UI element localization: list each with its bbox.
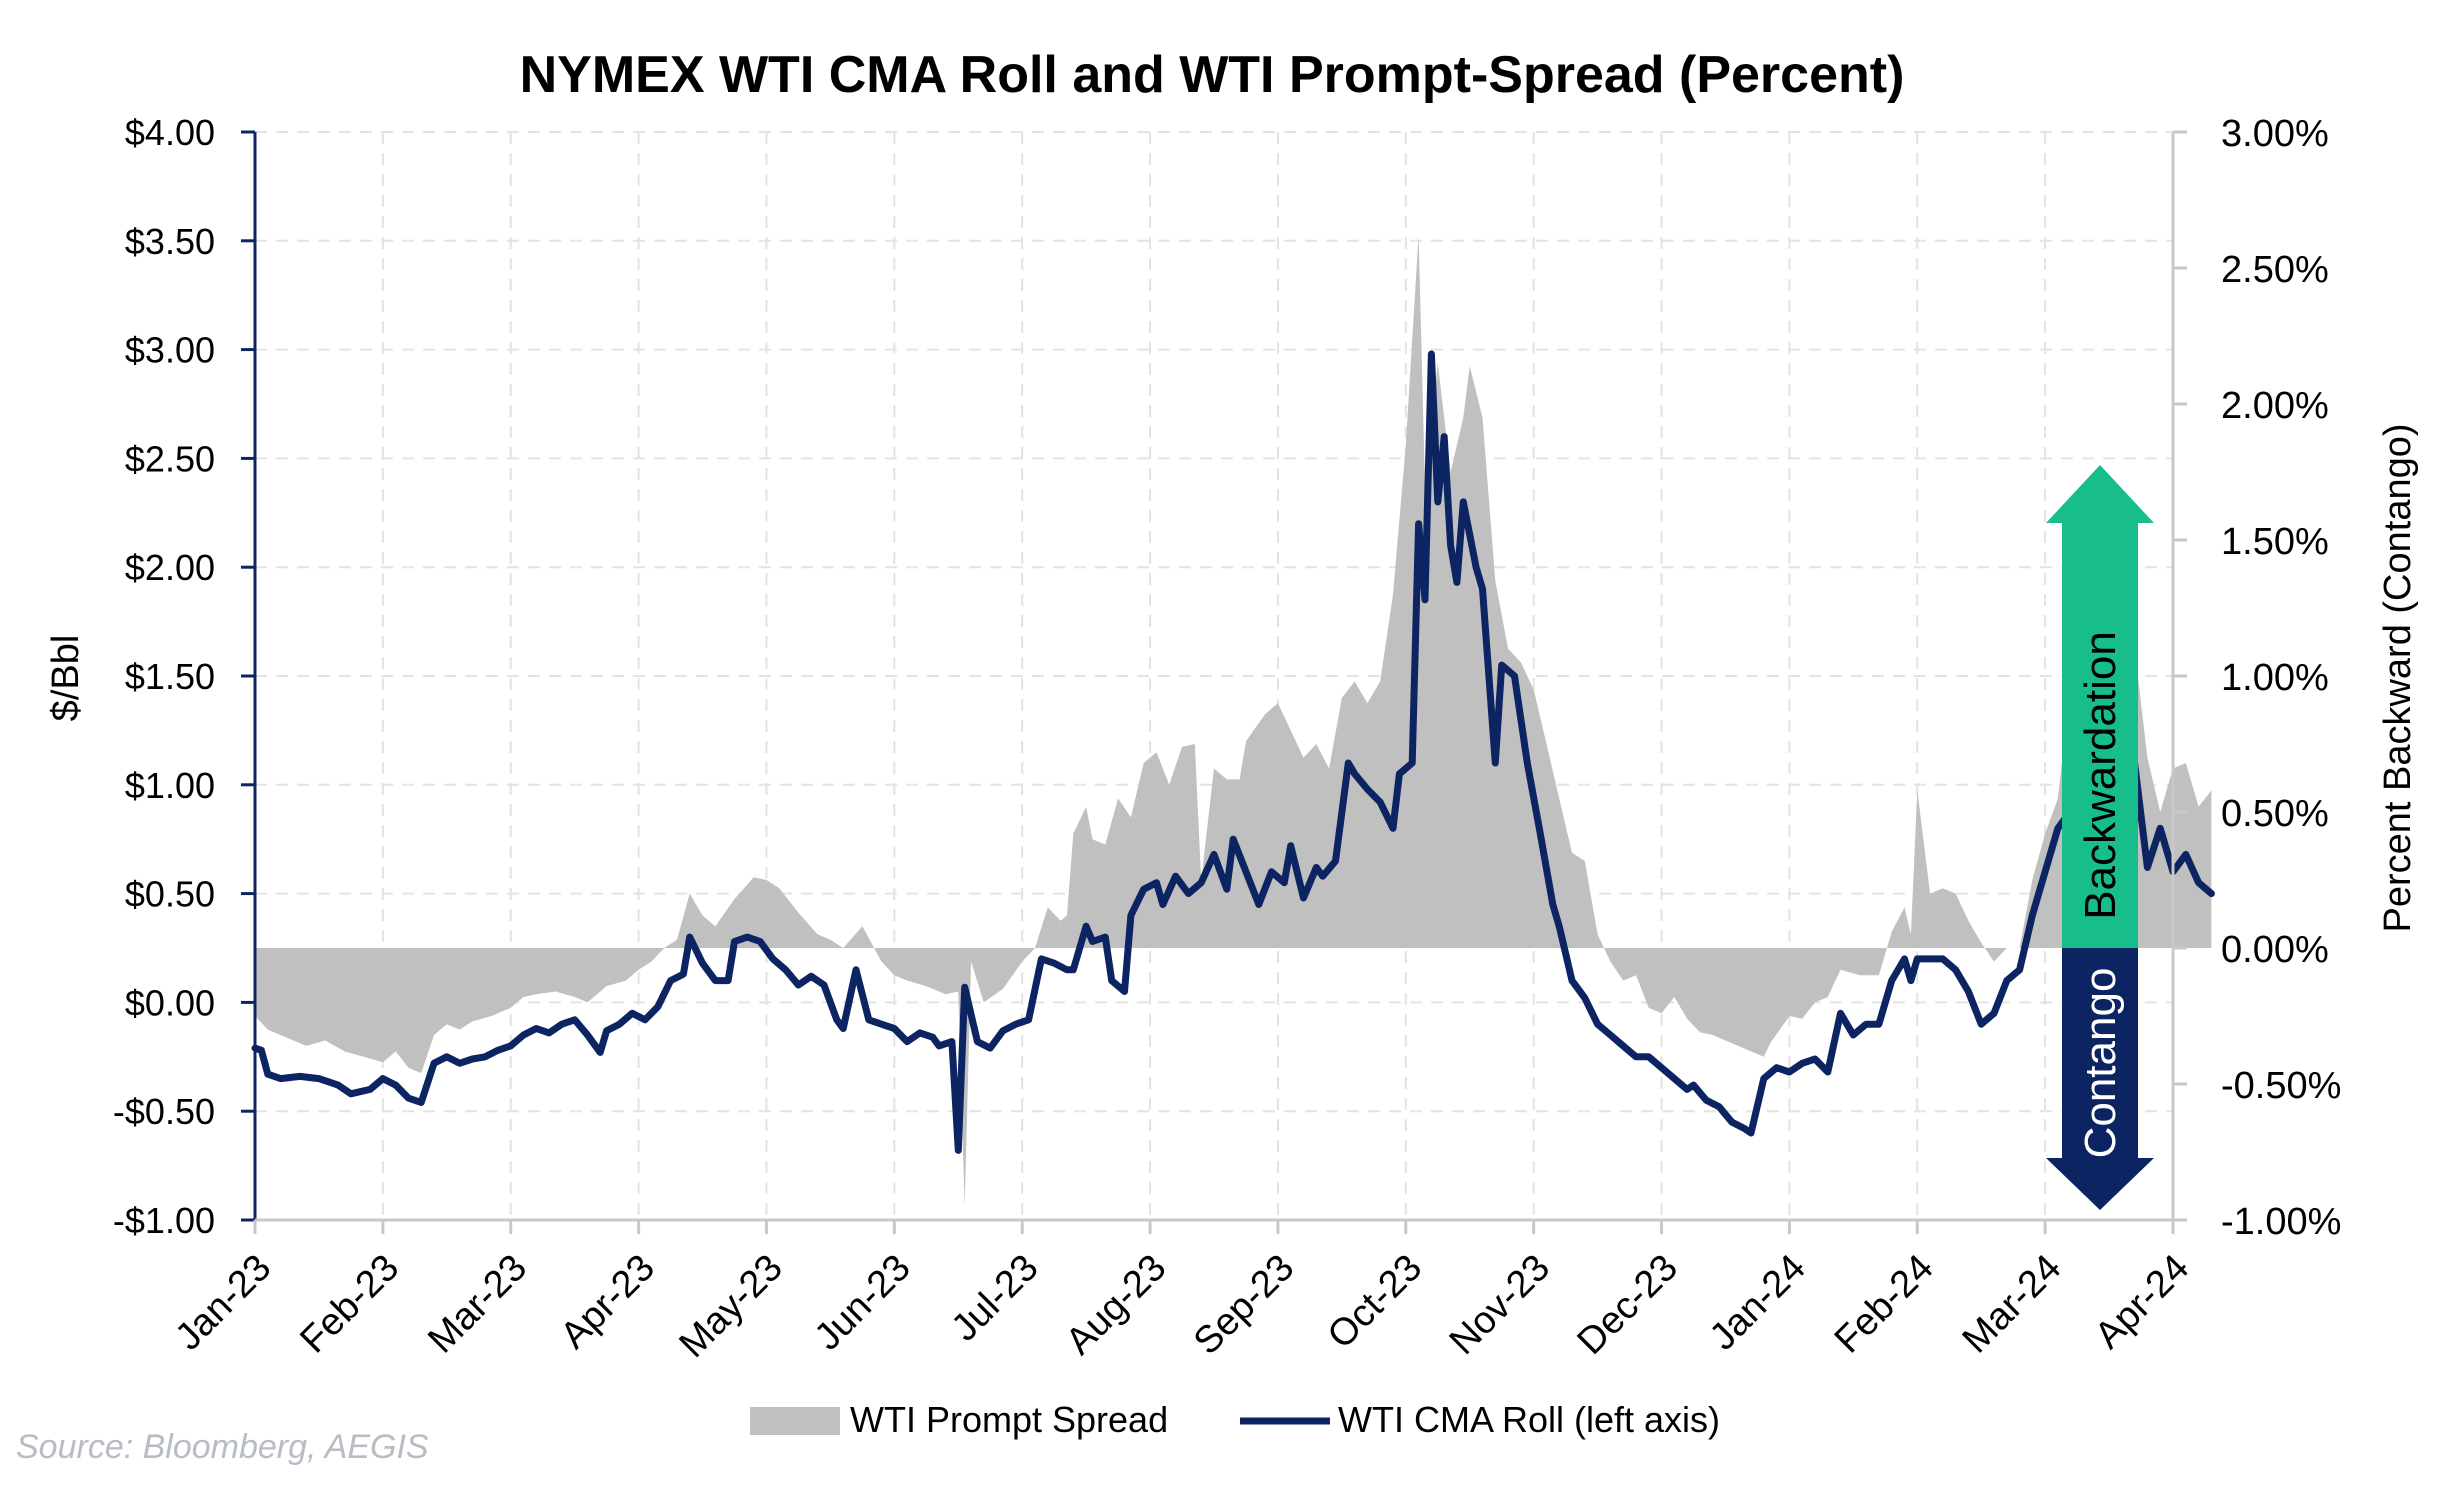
x-tick-label: Feb-23 — [292, 1247, 407, 1362]
x-tick-label: Jul-23 — [944, 1247, 1047, 1350]
source-note: Source: Bloomberg, AEGIS — [16, 1428, 429, 1466]
x-tick-label: Sep-23 — [1186, 1247, 1302, 1363]
y-left-tick-label: $2.50 — [125, 438, 215, 479]
x-tick-label: Mar-24 — [1955, 1247, 2070, 1362]
x-tick-label: Mar-23 — [420, 1247, 535, 1362]
x-tick-label: Feb-24 — [1827, 1247, 1942, 1362]
y-right-tick-label: 1.50% — [2221, 521, 2329, 563]
x-tick-label: Apr-23 — [553, 1247, 663, 1357]
x-tick-label: May-23 — [672, 1247, 791, 1366]
legend-area-label: WTI Prompt Spread — [850, 1399, 1168, 1440]
y-right-tick-label: 0.50% — [2221, 793, 2329, 835]
y-left-tick-label: $1.00 — [125, 765, 215, 806]
backwardation-arrow — [2046, 465, 2154, 948]
x-tick-label: Nov-23 — [1442, 1247, 1558, 1363]
prompt-spread-area-path — [255, 235, 2212, 1207]
y-right-tick-label: 1.00% — [2221, 657, 2329, 699]
x-tick-label: Jan-24 — [1702, 1247, 1814, 1359]
y-left-tick-label: -$0.50 — [113, 1091, 215, 1132]
x-tick-label: Aug-23 — [1058, 1247, 1174, 1363]
y-right-tick-label: -0.50% — [2221, 1065, 2341, 1107]
annotations: Backwardation Contango — [2046, 465, 2154, 1210]
y-right-tick-label: -1.00% — [2221, 1201, 2341, 1243]
x-tick-label: Oct-23 — [1320, 1247, 1430, 1357]
x-tick-label: Jan-23 — [167, 1247, 279, 1359]
y-right-tick-label: 2.00% — [2221, 385, 2329, 427]
x-tick-label: Jun-23 — [807, 1247, 919, 1359]
legend-line-label: WTI CMA Roll (left axis) — [1338, 1399, 1720, 1440]
prompt-spread-area — [255, 235, 2212, 1207]
x-tick-label: Apr-24 — [2087, 1247, 2197, 1357]
contango-arrow — [2046, 948, 2154, 1210]
axes — [241, 130, 2187, 1234]
y-right-tick-label: 3.00% — [2221, 113, 2329, 155]
y-left-tick-label: $4.00 — [125, 112, 215, 153]
x-tick-label: Dec-23 — [1570, 1247, 1686, 1363]
y-right-tick-label: 2.50% — [2221, 249, 2329, 291]
cma-roll-line — [251, 350, 2215, 1154]
chart-title: NYMEX WTI CMA Roll and WTI Prompt-Spread… — [520, 46, 1905, 104]
cma-roll-polyline — [251, 350, 2215, 1154]
y-left-tick-label: $3.50 — [125, 221, 215, 262]
y-left-tick-label: -$1.00 — [113, 1200, 215, 1241]
legend: WTI Prompt Spread WTI CMA Roll (left axi… — [750, 1399, 1720, 1440]
y-left-tick-label: $3.00 — [125, 330, 215, 371]
y-axis-right-label: Percent Backward (Contango) — [2377, 423, 2419, 932]
y-right-tick-label: 0.00% — [2221, 929, 2329, 971]
contango-label: Contango — [2076, 968, 2125, 1159]
y-left-tick-label: $0.50 — [125, 874, 215, 915]
legend-area-swatch — [750, 1407, 840, 1435]
backwardation-label: Backwardation — [2076, 631, 2125, 920]
grid-lines — [255, 131, 2174, 1220]
y-axis-left-label: $/Bbl — [45, 635, 87, 722]
tick-labels: $4.00 $3.50 $3.00 $2.50 $2.00 $1.50 $1.00 $0.50… — [113, 112, 2341, 1366]
y-left-tick-label: $2.00 — [125, 547, 215, 588]
y-left-tick-label: $1.50 — [125, 656, 215, 697]
y-left-tick-label: $0.00 — [125, 982, 215, 1023]
